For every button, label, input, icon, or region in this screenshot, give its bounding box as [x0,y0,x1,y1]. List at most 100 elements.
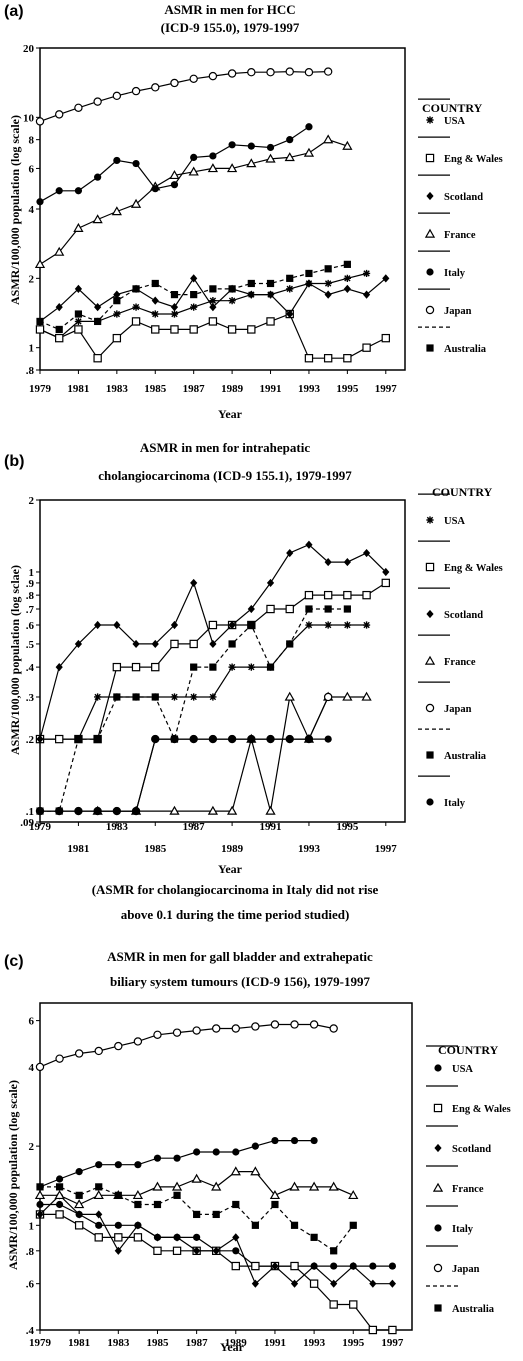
chart-c-data-point [35,1062,45,1072]
chart-a-data-point [74,325,83,334]
chart-a-data-point [170,310,179,318]
chart-b-data-point [190,663,198,671]
legend-marker [432,1182,444,1192]
chart-c-data-point [153,1233,162,1242]
chart-b-ytick-label: .3 [26,692,35,704]
chart-a-data-point [362,290,371,299]
chart-b-data-point [266,663,275,671]
chart-c-data-point [132,1190,144,1200]
chart-a-data-point [286,136,294,144]
legend-entry-label: USA [452,1064,473,1075]
chart-a-data-point [170,78,179,88]
chart-c-data-point [95,1210,103,1219]
chart-a-data-point [323,67,333,76]
chart-c-data-point [231,1024,240,1033]
chart-a-title-line1: ASMR in men for HCC [164,2,295,17]
chart-a-data-point [305,279,313,288]
chart-a-data-point [381,333,390,343]
chart-b-data-point [170,639,179,649]
chart-b-data-point [132,639,140,649]
chart-c-xtick-label: 1987 [186,1337,209,1349]
chart-c-data-point [271,1261,279,1271]
chart-b-data-point [362,590,371,600]
chart-b-data-point [343,590,352,600]
chart-b-data-point [305,540,313,549]
legend-marker [426,516,434,524]
chart-a-data-point [189,325,198,334]
chart-b-legend-title: COUNTRY [432,485,493,499]
chart-c-data-point [74,1221,84,1230]
chart-a-data-point [343,354,352,363]
chart-a-data-point [190,290,198,299]
chart-c-data-point [173,1233,181,1242]
chart-a-data-point [170,290,179,299]
chart-c-data-point [153,1200,162,1209]
legend-entry-label: Scotland [452,1144,491,1155]
chart-c-data-point [193,1233,201,1241]
chart-a-data-point [324,290,332,299]
chart-b-data-point [94,807,102,815]
chart-b-data-point [381,578,390,588]
chart-c-data-point [231,1261,240,1271]
chart-c-data-point [349,1261,357,1271]
chart-a-data-point [151,310,159,318]
chart-c-xtick-label: 1997 [381,1337,404,1349]
chart-b-data-point [209,693,217,701]
chart-b-data-point [170,735,179,743]
chart-b-series-france [92,691,372,815]
chart-a-data-point [93,354,102,363]
chart-b-data-point [343,621,351,629]
legend-entry-label: Australia [452,1304,495,1315]
chart-c-data-point [95,1161,103,1169]
legend-entry-label: Italy [452,1224,474,1235]
legend-entry-label: USA [444,516,465,527]
chart-b-data-point [209,735,217,743]
chart-b-data-point [343,605,351,613]
legend-entry-label: Japan [452,1264,480,1275]
chart-b-data-point [226,805,238,815]
chart-a-data-point [207,163,219,173]
chart-c-ytick-label: .6 [26,1279,35,1291]
chart-c-data-point [349,1300,358,1309]
chart-c-data-point [114,1191,122,1199]
chart-b-series-line [40,624,367,740]
chart-a-legend: USA Eng & Wales Scotland France Italy Japan Au… [418,98,503,355]
chart-b-ytick-label: 2 [29,495,35,507]
chart-c-data-point [369,1279,377,1288]
legend-entry-label: Australia [444,344,487,355]
chart-c-data-point [330,1262,338,1270]
chart-c-ytick-label: .4 [26,1325,35,1337]
legend-entry-label: Australia [444,751,487,762]
chart-b-data-point [94,735,102,743]
chart-b-data-point [362,548,371,558]
chart-c-data-point [134,1221,142,1230]
chart-a-data-point [54,246,65,256]
chart-a-ytick-label: .8 [26,365,35,377]
chart-a-xtick-label: 1989 [221,383,244,395]
legend-marker [425,703,435,713]
chart-a-ylabel: ASMR/100,000 population (log scale) [8,115,22,305]
chart-c-data-point [388,1325,397,1335]
chart-b-data-point [190,735,198,743]
chart-c-data-point [251,1261,260,1271]
chart-c-data-point [193,1210,201,1219]
chart-a-data-point [343,284,351,293]
chart-a-data-point [34,259,46,269]
chart-c-data-point [54,1190,65,1200]
chart-c-data-point [211,1181,222,1191]
chart-c-data-point [251,1221,259,1229]
chart-a-data-point [151,279,159,288]
chart-a-data-point [190,303,198,311]
chart-a-data-point [131,317,141,326]
chart-b-data-point [151,693,159,701]
chart-a-xtick-label: 1979 [29,383,52,395]
chart-c-series-france [34,1166,359,1209]
chart-c-ytick-label: 4 [29,1062,35,1074]
chart-c-series-line [39,1023,334,1068]
chart-c-title-line1: ASMR in men for gall bladder and extrahe… [107,949,373,964]
chart-a-data-point [324,265,332,273]
chart-c-xtick-label: 1983 [107,1337,130,1349]
chart-c-data-point [75,1191,83,1199]
chart-a-data-point [94,173,102,181]
